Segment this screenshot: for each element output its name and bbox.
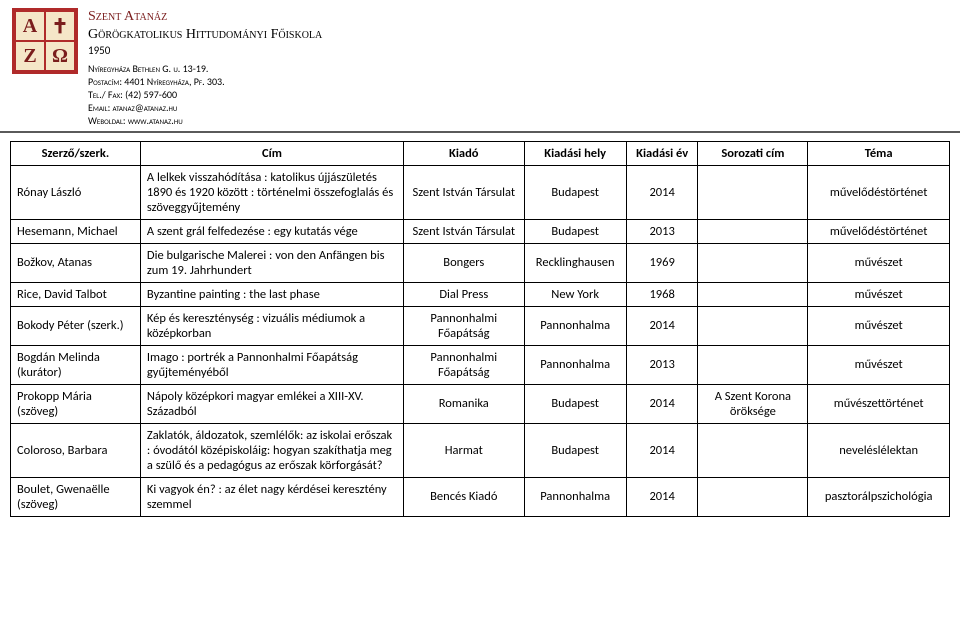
cell-year: 2014 (626, 423, 698, 477)
cell-title: A szent grál felfedezése : egy kutatás v… (140, 219, 403, 243)
cell-place: Budapest (524, 219, 626, 243)
cell-year: 2014 (626, 165, 698, 219)
cell-place: Recklinghausen (524, 243, 626, 282)
cell-title: Ki vagyok én? : az élet nagy kérdései ke… (140, 477, 403, 516)
cell-topic: művészettörténet (808, 384, 950, 423)
cell-topic: művészet (808, 345, 950, 384)
cell-year: 2013 (626, 345, 698, 384)
cell-year: 2014 (626, 306, 698, 345)
institution-address: Nyíregyháza Bethlen G. u. 13-19. Postací… (88, 62, 322, 127)
cell-title: Die bulgarische Malerei : von den Anfäng… (140, 243, 403, 282)
cell-year: 2014 (626, 477, 698, 516)
cell-year: 1969 (626, 243, 698, 282)
col-author: Szerző/szerk. (11, 141, 141, 165)
cell-topic: neveléslélektan (808, 423, 950, 477)
cell-title: Kép és kereszténység : vizuális médiumok… (140, 306, 403, 345)
cell-year: 2013 (626, 219, 698, 243)
cell-publisher: Dial Press (404, 282, 524, 306)
logo-cell: Z (16, 42, 44, 70)
cell-publisher: Szent István Társulat (404, 165, 524, 219)
address-line: Nyíregyháza Bethlen G. u. 13-19. (88, 62, 322, 75)
cell-author: Hesemann, Michael (11, 219, 141, 243)
logo-cell: Ω (46, 42, 74, 70)
cell-author: Boulet, Gwenaëlle (szöveg) (11, 477, 141, 516)
cell-author: Božkov, Atanas (11, 243, 141, 282)
table-row: Bogdán Melinda (kurátor)Imago : portrék … (11, 345, 950, 384)
table-row: Rónay LászlóA lelkek visszahódítása : ka… (11, 165, 950, 219)
table-row: Bokody Péter (szerk.)Kép és kereszténysé… (11, 306, 950, 345)
logo-cell: ✝ (46, 12, 74, 40)
cell-title: Zaklatók, áldozatok, szemlélők: az iskol… (140, 423, 403, 477)
cell-publisher: Harmat (404, 423, 524, 477)
institution-logo: A ✝ Z Ω (12, 8, 78, 74)
cell-place: Pannonhalma (524, 306, 626, 345)
catalog-table: Szerző/szerk. Cím Kiadó Kiadási hely Kia… (10, 141, 950, 517)
col-title: Cím (140, 141, 403, 165)
cell-series (698, 477, 808, 516)
cell-series (698, 165, 808, 219)
cell-publisher: Bongers (404, 243, 524, 282)
cell-place: Budapest (524, 165, 626, 219)
col-place: Kiadási hely (524, 141, 626, 165)
cell-topic: művelődéstörténet (808, 219, 950, 243)
cell-author: Bokody Péter (szerk.) (11, 306, 141, 345)
table-row: Hesemann, MichaelA szent grál felfedezés… (11, 219, 950, 243)
cell-place: Budapest (524, 423, 626, 477)
cell-year: 1968 (626, 282, 698, 306)
cell-topic: művészet (808, 243, 950, 282)
cell-series: A Szent Korona öröksége (698, 384, 808, 423)
address-line: Tel./ Fax: (42) 597-600 (88, 88, 322, 101)
cell-title: Byzantine painting : the last phase (140, 282, 403, 306)
cell-series (698, 219, 808, 243)
cell-place: Pannonhalma (524, 477, 626, 516)
cell-series (698, 306, 808, 345)
cell-author: Rónay László (11, 165, 141, 219)
cell-title: Nápoly középkori magyar emlékei a XIII-X… (140, 384, 403, 423)
institution-year: 1950 (88, 44, 322, 58)
cell-topic: művészet (808, 306, 950, 345)
cell-series (698, 282, 808, 306)
cell-topic: pasztorálpszichológia (808, 477, 950, 516)
table-header-row: Szerző/szerk. Cím Kiadó Kiadási hely Kia… (11, 141, 950, 165)
cell-author: Prokopp Mária (szöveg) (11, 384, 141, 423)
address-line: Postacím: 4401 Nyíregyháza, Pf. 303. (88, 75, 322, 88)
address-line: Weboldal: www.atanaz.hu (88, 114, 322, 127)
cell-place: Budapest (524, 384, 626, 423)
institution-title: Szent Atanáz (88, 8, 322, 26)
table-row: Rice, David TalbotByzantine painting : t… (11, 282, 950, 306)
cell-publisher: Romanika (404, 384, 524, 423)
logo-cell: A (16, 12, 44, 40)
cell-author: Bogdán Melinda (kurátor) (11, 345, 141, 384)
cell-topic: művelődéstörténet (808, 165, 950, 219)
page-header: A ✝ Z Ω Szent Atanáz Görögkatolikus Hitt… (0, 0, 960, 133)
table-row: Prokopp Mária (szöveg)Nápoly középkori m… (11, 384, 950, 423)
address-line: Email: atanaz@atanaz.hu (88, 101, 322, 114)
cell-year: 2014 (626, 384, 698, 423)
col-series: Sorozati cím (698, 141, 808, 165)
cell-series (698, 345, 808, 384)
table-row: Boulet, Gwenaëlle (szöveg)Ki vagyok én? … (11, 477, 950, 516)
col-publisher: Kiadó (404, 141, 524, 165)
cell-place: New York (524, 282, 626, 306)
institution-subtitle: Görögkatolikus Hittudományi Főiskola (88, 26, 322, 44)
col-topic: Téma (808, 141, 950, 165)
cell-author: Coloroso, Barbara (11, 423, 141, 477)
cell-place: Pannonhalma (524, 345, 626, 384)
cell-title: Imago : portrék a Pannonhalmi Főapátság … (140, 345, 403, 384)
table-row: Coloroso, BarbaraZaklatók, áldozatok, sz… (11, 423, 950, 477)
cell-topic: művészet (808, 282, 950, 306)
cell-publisher: Pannonhalmi Főapátság (404, 306, 524, 345)
cell-series (698, 423, 808, 477)
cell-publisher: Szent István Társulat (404, 219, 524, 243)
cell-publisher: Pannonhalmi Főapátság (404, 345, 524, 384)
cell-title: A lelkek visszahódítása : katolikus újjá… (140, 165, 403, 219)
cell-series (698, 243, 808, 282)
col-year: Kiadási év (626, 141, 698, 165)
cell-author: Rice, David Talbot (11, 282, 141, 306)
cell-publisher: Bencés Kiadó (404, 477, 524, 516)
institution-info: Szent Atanáz Görögkatolikus Hittudományi… (88, 8, 322, 127)
table-body: Rónay LászlóA lelkek visszahódítása : ka… (11, 165, 950, 516)
table-row: Božkov, AtanasDie bulgarische Malerei : … (11, 243, 950, 282)
